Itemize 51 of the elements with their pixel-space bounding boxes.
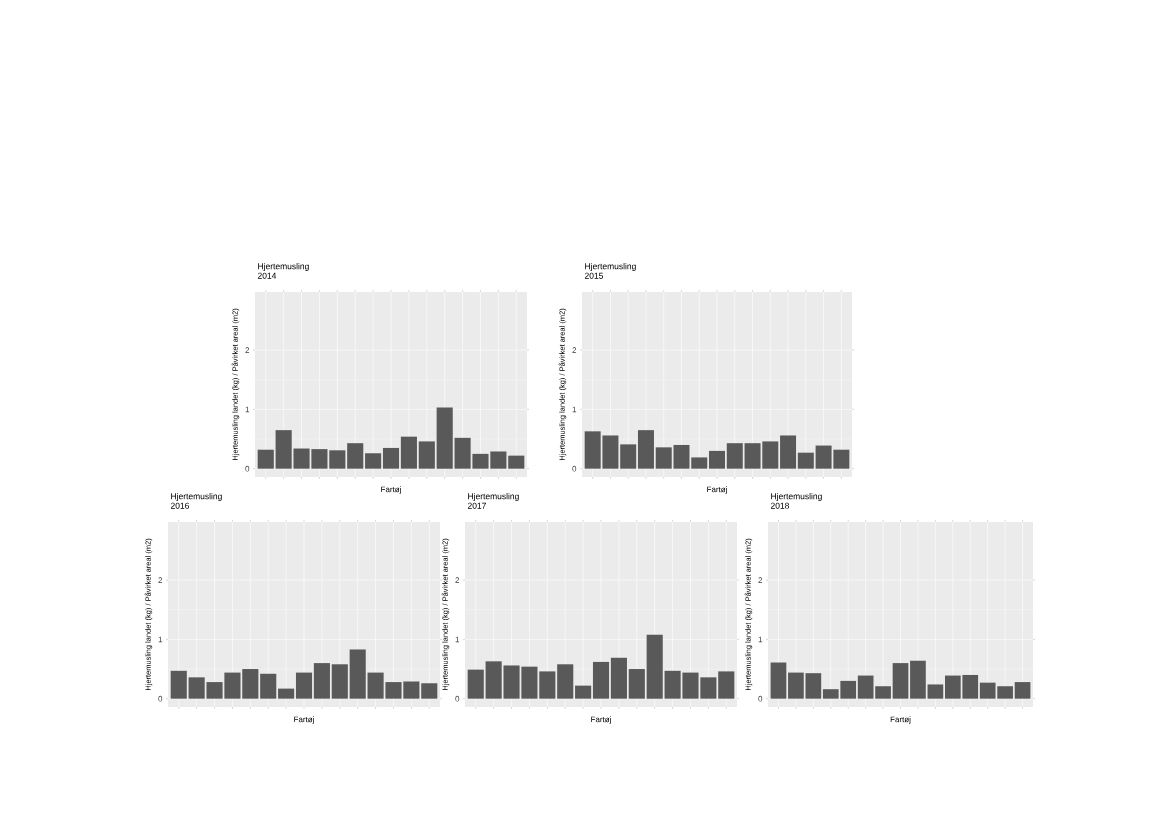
bar bbox=[718, 671, 735, 699]
bar bbox=[508, 455, 525, 469]
bar bbox=[628, 669, 645, 699]
bar bbox=[637, 430, 654, 469]
chart-title: Hjertemusling bbox=[468, 493, 519, 501]
bar bbox=[592, 661, 610, 699]
bar bbox=[382, 447, 400, 469]
bar bbox=[242, 669, 259, 699]
bar bbox=[400, 436, 417, 469]
bar bbox=[467, 669, 484, 699]
bar bbox=[646, 634, 663, 699]
bar bbox=[1014, 682, 1031, 699]
chart-title: Hjertemusling bbox=[585, 263, 636, 271]
chart-title: Hjertemusling bbox=[258, 263, 309, 271]
bar bbox=[892, 663, 909, 699]
bar bbox=[857, 675, 874, 699]
chart-subtitle: 2016 bbox=[170, 502, 189, 509]
bar bbox=[260, 673, 277, 699]
bar bbox=[436, 407, 453, 469]
bar bbox=[620, 444, 637, 469]
chart-title: Hjertemusling bbox=[771, 493, 822, 501]
bar bbox=[295, 672, 313, 699]
bar bbox=[726, 443, 743, 469]
bar bbox=[313, 663, 330, 699]
chart-title: Hjertemusling bbox=[171, 493, 222, 501]
bar bbox=[347, 443, 364, 469]
bar bbox=[170, 670, 187, 699]
bar bbox=[349, 649, 366, 699]
chart-subtitle: 2017 bbox=[467, 502, 486, 509]
bar bbox=[709, 450, 726, 469]
bar bbox=[418, 441, 435, 469]
chart-subtitle: 2015 bbox=[584, 272, 604, 279]
bar bbox=[875, 686, 891, 699]
bar bbox=[927, 684, 944, 699]
bar bbox=[691, 457, 708, 469]
bar bbox=[797, 452, 814, 469]
bar bbox=[780, 435, 797, 469]
bar bbox=[539, 671, 556, 699]
bar bbox=[575, 685, 592, 699]
bar bbox=[278, 688, 295, 699]
bar bbox=[910, 660, 926, 699]
chart-subtitle: 2018 bbox=[770, 502, 789, 509]
chart-subtitle: 2014 bbox=[257, 272, 277, 279]
bar bbox=[331, 664, 348, 699]
bar bbox=[365, 453, 382, 469]
bar bbox=[770, 662, 787, 699]
bar bbox=[257, 449, 274, 469]
bar bbox=[557, 664, 574, 699]
bar bbox=[329, 450, 346, 469]
bar bbox=[421, 683, 438, 699]
bar bbox=[610, 657, 627, 699]
